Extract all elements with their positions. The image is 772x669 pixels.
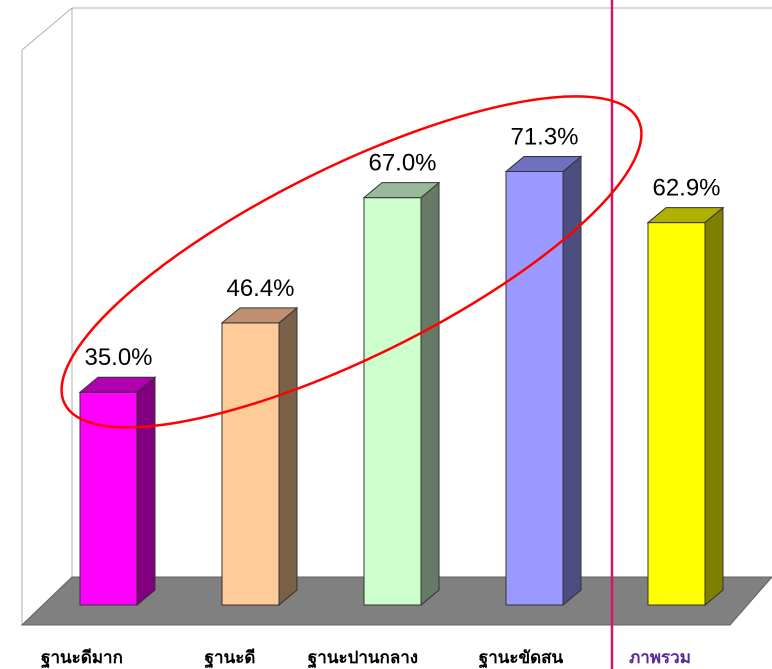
bar-1-front (79, 391, 138, 606)
value-label-5: 62.9% (652, 175, 720, 202)
category-label-1: ฐานะดีมาก (41, 647, 123, 669)
bar-3-top (362, 182, 441, 199)
bar-4-front (505, 170, 564, 606)
bar-5-front (647, 222, 706, 606)
highlight-ellipse (60, 95, 643, 429)
bar-3-side (420, 181, 440, 607)
bar-4-top (504, 155, 583, 172)
bar-4-side (562, 155, 582, 607)
annotations-group (60, 0, 643, 669)
bar-2-top (220, 307, 299, 324)
bar-3-front (363, 197, 422, 606)
value-label-2: 46.4% (226, 275, 294, 302)
back-wall (21, 7, 772, 625)
bar-1-top (78, 376, 157, 393)
bar-4 (504, 155, 583, 607)
bar-1 (78, 376, 157, 607)
value-labels-group: 35.0% 46.4% 67.0% 71.3% 62.9% (84, 123, 720, 371)
bar-3 (362, 181, 441, 607)
category-labels-group: ฐานะดีมาก ฐานะดี ฐานะปานกลาง ฐานะขัดสน ภาพรว… (41, 647, 691, 669)
value-label-4: 71.3% (510, 123, 578, 150)
bar-5-top (646, 207, 725, 224)
bar-5-side (704, 206, 724, 607)
bar-2-side (278, 306, 298, 607)
category-label-4: ฐานะขัดสน (479, 648, 564, 669)
bar-2-front (221, 322, 280, 606)
category-label-2: ฐานะดี (205, 647, 256, 669)
bars-group (78, 155, 725, 607)
bar-1-side (136, 376, 156, 607)
value-label-1: 35.0% (84, 344, 152, 371)
value-label-3: 67.0% (368, 150, 436, 177)
bar-2 (220, 306, 299, 607)
category-label-5: ภาพรวม (629, 648, 691, 668)
category-label-3: ฐานะปานกลาง (308, 648, 418, 669)
bar-5 (646, 206, 725, 607)
